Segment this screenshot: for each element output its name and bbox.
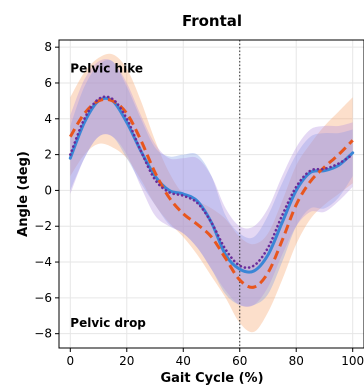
x-tick-label: 0: [66, 354, 74, 368]
grid: [59, 40, 364, 348]
y-tick-label: −2: [34, 219, 52, 233]
annotation-label: Pelvic hike: [70, 62, 143, 76]
y-tick-label: 4: [44, 112, 52, 126]
x-tick-label: 60: [232, 354, 247, 368]
y-axis-label: Angle (deg): [16, 151, 31, 237]
series-line-dashed: [69, 97, 354, 289]
x-tick-label: 40: [176, 354, 191, 368]
annotations: Pelvic hike Pelvic drop: [70, 62, 146, 330]
y-tick-label: 0: [44, 183, 52, 197]
y-tick-label: −6: [34, 291, 52, 305]
series-line-dotted: [69, 95, 354, 270]
series-line-solid: [68, 96, 355, 274]
y-tick-label: 8: [44, 40, 52, 54]
x-axis-label: Gait Cycle (%): [160, 371, 263, 386]
annotation-label: Pelvic drop: [70, 316, 146, 330]
x-tick-label: 20: [119, 354, 134, 368]
sd-band-dotted: [70, 59, 353, 308]
y-ticks: −8 −6 −4 −2 0 2 4 6 8: [34, 40, 59, 341]
x-ticks: 0 20 40 60 80 100: [66, 348, 364, 368]
y-tick-label: 6: [44, 76, 52, 90]
sd-band-dashed: [70, 53, 353, 333]
x-tick-label: 100: [341, 354, 364, 368]
sd-band-solid: [70, 59, 353, 307]
sd-bands: [70, 53, 353, 333]
plot-frame: [58, 39, 364, 349]
x-tick-label: 80: [289, 354, 304, 368]
y-tick-label: −4: [34, 255, 52, 269]
y-tick-label: −8: [34, 327, 52, 341]
y-tick-label: 2: [44, 148, 52, 162]
series-lines: [68, 95, 355, 289]
chart-title: Frontal: [182, 12, 242, 30]
